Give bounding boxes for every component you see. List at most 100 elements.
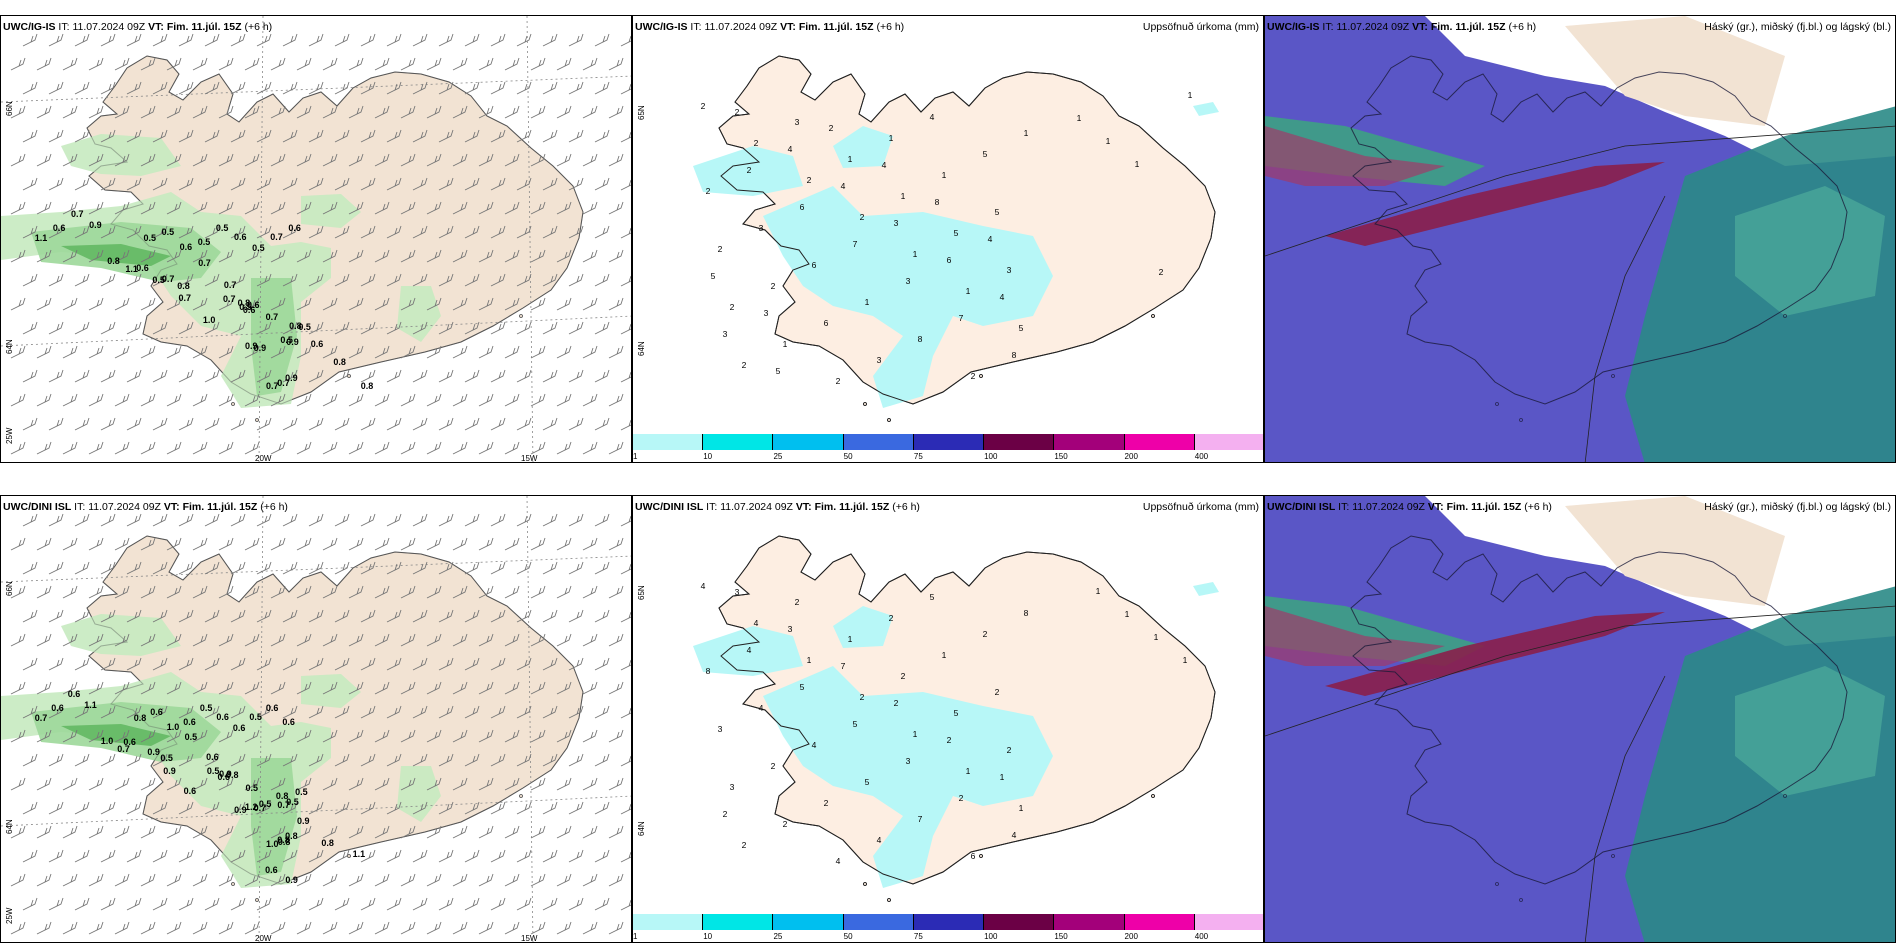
precip-value-label: 1	[912, 729, 918, 739]
panel-title: UWC/IG-IS IT: 11.07.2024 09Z VT: Fim. 11…	[1267, 21, 1536, 33]
vt-value: Fim. 11.júl. 15Z	[1446, 501, 1522, 513]
wind-value-label: 0.7	[198, 258, 211, 269]
wind-value-label: 0.5	[295, 787, 308, 798]
colorbar-segment	[773, 914, 844, 930]
it-label: IT:	[74, 501, 86, 513]
wind-value-label: 1.0	[166, 721, 180, 732]
precip-value-label: 2	[982, 629, 988, 639]
precip-value-label: 3	[905, 276, 911, 286]
precip-value-label: 1	[965, 286, 971, 296]
colorbar-tick-label: 1	[633, 452, 638, 461]
precip-value-label: 5	[982, 149, 988, 159]
precip-value-label: 3	[722, 329, 728, 339]
precip-value-label: 2	[753, 138, 759, 148]
lat-label: 64N	[637, 821, 646, 836]
islet	[255, 898, 259, 902]
precip-value-label: 5	[852, 719, 858, 729]
precip-value-label: 1	[782, 339, 788, 349]
wind-value-label: 0.7	[222, 293, 236, 304]
iceland-coastline	[1350, 535, 1848, 885]
islet	[1519, 418, 1523, 422]
precip-value-label: 3	[893, 218, 899, 228]
wind-value-label: 0.6	[150, 706, 163, 717]
islet	[863, 882, 867, 886]
precip-value-label: 1	[941, 650, 947, 660]
precip-value-label: 1	[1124, 609, 1130, 619]
wind-value-label: 0.9	[285, 875, 298, 886]
colorbar-segment	[1054, 434, 1125, 450]
precip-value-label: 3	[763, 308, 769, 318]
it-label: IT:	[1338, 501, 1350, 513]
panel-title: UWC/IG-IS IT: 11.07.2024 09Z VT: Fim. 11…	[3, 21, 272, 33]
precip-value-label: 2	[994, 687, 1000, 697]
precip-value-label: 2	[770, 761, 776, 771]
islet	[519, 794, 523, 798]
precip-value-label: 2	[888, 613, 894, 623]
colorbar-segment	[913, 914, 985, 930]
panel-title: UWC/DINI ISL IT: 11.07.2024 09Z VT: Fim.…	[3, 501, 288, 513]
wind-value-label: 0.5	[239, 301, 252, 312]
precip-value-label: 4	[876, 835, 882, 845]
islet	[231, 882, 235, 886]
colorbar-segment	[1194, 434, 1263, 450]
precip-value-label: 2	[782, 819, 788, 829]
precip-value-label: 1	[1076, 113, 1082, 123]
islet	[1611, 374, 1615, 378]
precip-value-label: 8	[917, 334, 923, 344]
wind-value-label: 0.8	[133, 712, 147, 723]
it-value: 11.07.2024 09Z	[720, 501, 793, 513]
islet	[255, 418, 259, 422]
colorbar-segment	[773, 434, 844, 450]
wind-value-label: 0.6	[206, 751, 219, 762]
wind-value-label: 0.6	[51, 702, 64, 713]
wind-value-label: 0.7	[277, 377, 290, 388]
precip-value-label: 5	[929, 592, 935, 602]
panel-wind-bottom: 66N 64N 25W 20W 15W 0.7 0.6 0.6 1.1 1.0 0.7 0.8 0.6 1…	[0, 495, 632, 943]
wind-value-label: 0.7	[265, 381, 279, 392]
vt-value: Fim. 11.júl. 15Z	[166, 21, 242, 33]
colorbar-segment	[633, 434, 704, 450]
precip-value-label: 4	[987, 234, 993, 244]
precip-value-label: 6	[946, 255, 952, 265]
lead-time: (+6 h)	[892, 501, 920, 513]
precip-value-label: 5	[864, 777, 870, 787]
precip-value-label: 8	[705, 666, 711, 676]
wind-value-label: 0.5	[252, 242, 265, 253]
precip-value-label: 7	[917, 814, 923, 824]
wind-value-label: 0.5	[199, 703, 213, 714]
panel-title: UWC/DINI ISL IT: 11.07.2024 09Z VT: Fim.…	[635, 501, 920, 513]
it-label: IT:	[58, 21, 70, 33]
model-name: UWC/DINI ISL	[1267, 501, 1336, 513]
colorbar-tick-label: 10	[703, 452, 713, 461]
precip-value-label: 1	[1187, 90, 1193, 100]
precip-value-label: 2	[859, 212, 865, 222]
islet	[887, 898, 891, 902]
wind-value-label: 0.9	[163, 766, 176, 777]
iceland-coastline	[1350, 55, 1848, 405]
lat-label: 25W	[5, 907, 14, 924]
wind-value-label: 0.7	[223, 279, 237, 290]
islet	[255, 898, 259, 902]
precip-value-label: 3	[729, 782, 735, 792]
wind-value-label: 0.6	[217, 771, 231, 782]
wind-value-label: 0.6	[52, 222, 66, 233]
wind-value-label: 0.5	[286, 797, 299, 808]
vt-value: Fim. 11.júl. 15Z	[798, 21, 874, 33]
vt-value: Fim. 11.júl. 15Z	[814, 501, 890, 513]
panel-precip-top: 65N 64N 2 2 2 2 1 1 5 2 3 1 1 5 3 2 1 2 1 1 5 2 2 6 3 4 5 2 3 6 1 8 2 1 2 6…	[632, 15, 1264, 463]
precip-value-label: 4	[840, 181, 846, 191]
vt-label: VT:	[1412, 21, 1428, 33]
panel-cloud-bottom: UWC/DINI ISL IT: 11.07.2024 09Z VT: Fim.…	[1264, 495, 1896, 943]
precip-value-label: 2	[900, 671, 906, 681]
precip-shading	[693, 582, 1219, 888]
wind-barbs	[10, 33, 631, 455]
lon-label: 20W	[255, 934, 272, 943]
wind-value-label: 0.6	[246, 299, 260, 310]
colorbar-tick-label: 25	[773, 452, 783, 461]
panel-wind-top: 66N 64N 25W 20W 15W 1.1 0.6 0.7 0.9 0.8 1.1 0.5 0.5 0…	[0, 15, 632, 463]
precip-value-label: 2	[746, 165, 752, 175]
iceland-coastline	[718, 535, 1216, 885]
wind-value-label: 0.8	[107, 256, 120, 267]
precip-value-label: 1	[941, 170, 947, 180]
wind-speed-shading	[1, 614, 441, 888]
